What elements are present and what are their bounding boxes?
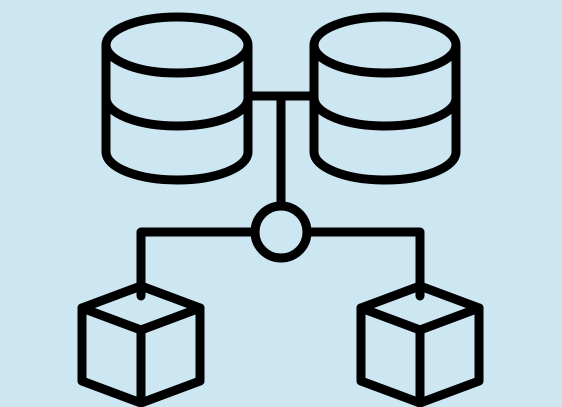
cube-icon [77,281,205,407]
database-ring [309,93,461,131]
database-icon [309,12,461,185]
database-bottom [101,147,253,185]
database-icon [101,12,253,185]
left-branch-line [136,227,260,301]
connector-lines [136,91,425,301]
connector-node-icon [250,201,312,263]
database-bottom [309,147,461,185]
cube-icon [356,281,484,407]
right-branch-line [302,227,425,301]
database-ring [101,93,253,131]
